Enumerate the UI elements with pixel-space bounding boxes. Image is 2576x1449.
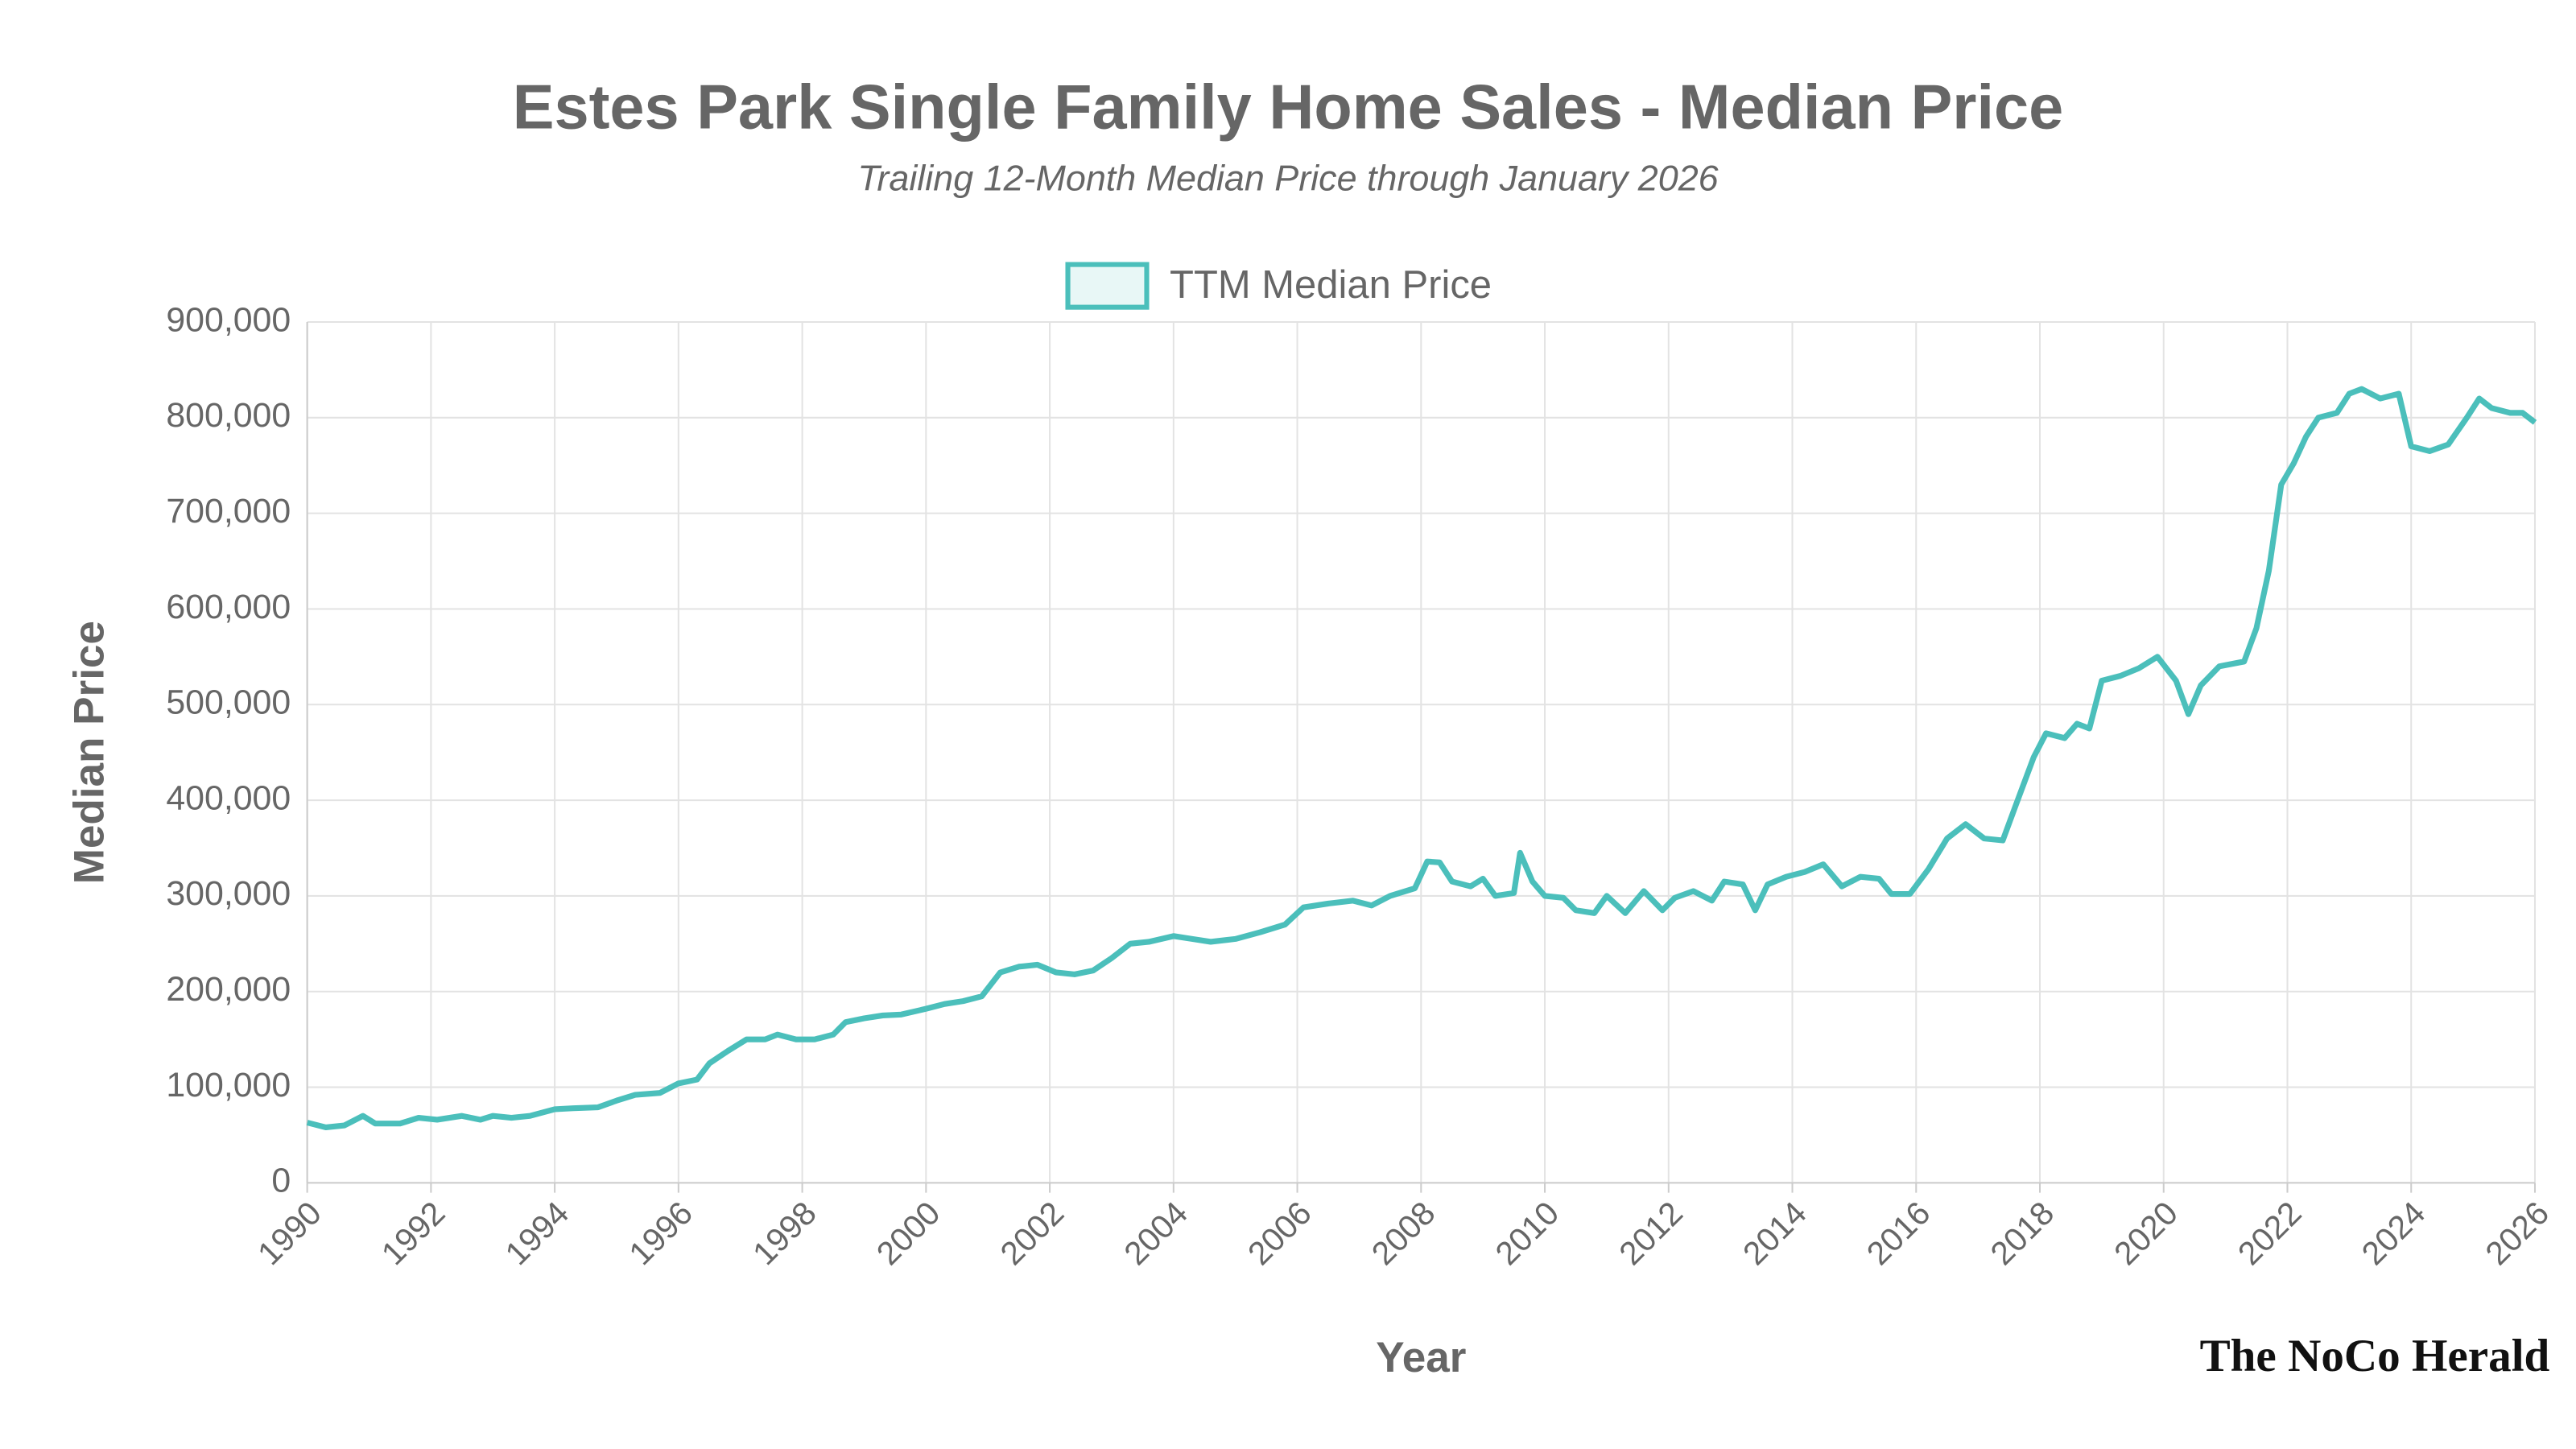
x-tick-label: 2006 [1241, 1195, 1319, 1273]
legend-label: TTM Median Price [1170, 263, 1492, 307]
y-tick-label: 300,000 [166, 874, 291, 913]
x-tick-label: 1992 [374, 1195, 452, 1273]
y-tick-label: 400,000 [166, 778, 291, 817]
x-tick-label: 1990 [250, 1195, 328, 1273]
x-tick-label: 2018 [1984, 1195, 2062, 1273]
x-tick-label: 2010 [1488, 1195, 1567, 1273]
y-tick-label: 700,000 [166, 492, 291, 530]
legend-swatch [1065, 262, 1150, 310]
x-tick-label: 2002 [993, 1195, 1071, 1273]
x-tick-label: 2008 [1364, 1195, 1443, 1273]
y-tick-label: 200,000 [166, 970, 291, 1009]
y-tick-label: 100,000 [166, 1066, 291, 1104]
x-axis-title: Year [1376, 1334, 1466, 1381]
line-series [306, 386, 2537, 1131]
x-tick-label: 2016 [1860, 1195, 1938, 1273]
y-tick-label: 0 [271, 1162, 291, 1200]
x-tick-label: 2020 [2107, 1195, 2185, 1273]
x-tick-label: 2000 [869, 1195, 947, 1273]
x-tick-label: 2026 [2479, 1195, 2557, 1273]
y-tick-label: 600,000 [166, 588, 291, 626]
y-tick-label: 800,000 [166, 396, 291, 435]
chart-title: Estes Park Single Family Home Sales - Me… [513, 72, 2064, 142]
credit: The NoCo Herald [2200, 1331, 2550, 1381]
chart-subtitle: Trailing 12-Month Median Price through J… [857, 157, 1718, 198]
x-tick-label: 2012 [1612, 1195, 1690, 1273]
y-tick-label: 900,000 [166, 300, 291, 339]
x-tick-label: 1996 [621, 1195, 700, 1273]
x-tick-label: 2014 [1736, 1195, 1814, 1273]
x-tick-label: 1998 [745, 1195, 824, 1273]
x-tick-label: 1994 [498, 1195, 576, 1273]
x-tick-label: 2024 [2355, 1195, 2433, 1273]
y-axis-title: Median Price [65, 621, 113, 884]
x-tick-label: 2022 [2231, 1195, 2309, 1273]
x-tick-label: 2004 [1117, 1195, 1195, 1273]
y-tick-label: 500,000 [166, 683, 291, 722]
